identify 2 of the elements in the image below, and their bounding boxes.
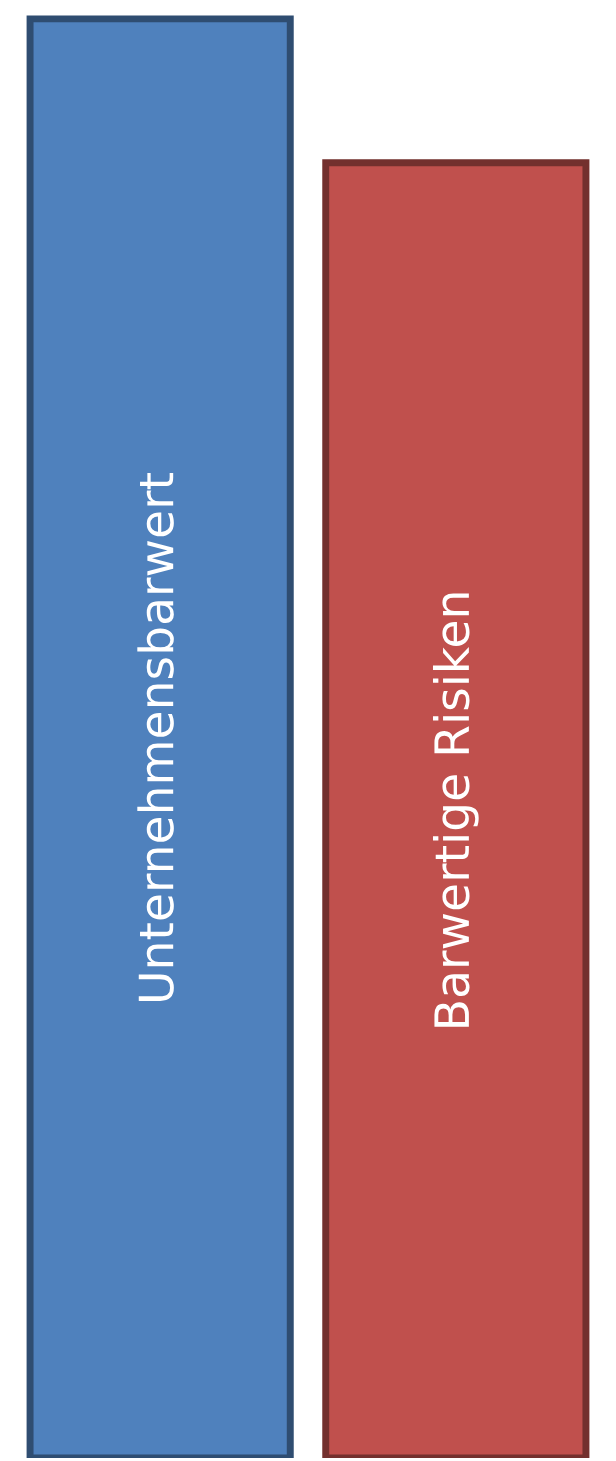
x-tick-label: Barwertige Risiken [432, 593, 479, 1027]
x-tick-label: Unternehmensbarwert [137, 473, 174, 1001]
